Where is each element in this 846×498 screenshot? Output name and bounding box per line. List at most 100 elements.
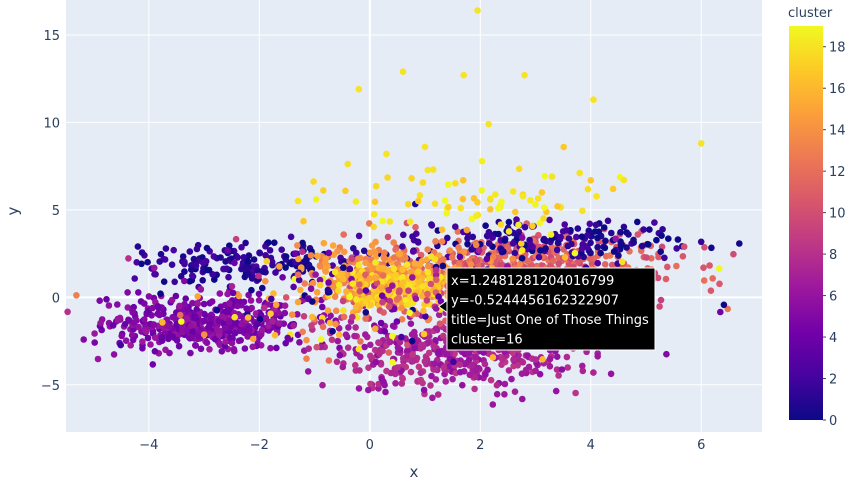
scatter-point[interactable] — [553, 353, 561, 361]
scatter-point[interactable] — [335, 287, 342, 295]
scatter-point[interactable] — [549, 257, 557, 265]
scatter-point[interactable] — [194, 300, 202, 308]
scatter-point[interactable] — [658, 232, 665, 239]
scatter-point[interactable] — [229, 289, 237, 297]
scatter-point[interactable] — [103, 296, 110, 303]
scatter-point[interactable] — [314, 252, 321, 260]
scatter-point[interactable] — [303, 257, 310, 265]
scatter-point[interactable] — [189, 261, 197, 268]
scatter-point[interactable] — [288, 311, 296, 319]
scatter-point[interactable] — [231, 259, 238, 267]
scatter-point[interactable] — [564, 364, 571, 371]
scatter-point[interactable] — [730, 250, 737, 258]
scatter-point[interactable] — [281, 302, 289, 310]
scatter-point[interactable] — [176, 311, 184, 319]
scatter-point[interactable] — [706, 262, 713, 269]
scatter-point[interactable] — [609, 185, 617, 193]
scatter-point[interactable] — [371, 325, 379, 333]
scatter-point[interactable] — [511, 249, 519, 257]
scatter-point[interactable] — [457, 368, 464, 376]
scatter-point[interactable] — [376, 350, 383, 358]
scatter-point[interactable] — [245, 271, 252, 278]
scatter-point[interactable] — [574, 258, 582, 265]
scatter-point[interactable] — [440, 256, 447, 263]
scatter-point[interactable] — [579, 362, 586, 370]
scatter-point[interactable] — [390, 254, 398, 261]
scatter-point[interactable] — [309, 298, 316, 305]
scatter-point[interactable] — [415, 363, 423, 371]
scatter-point[interactable] — [378, 292, 386, 300]
scatter-point[interactable] — [405, 287, 412, 295]
scatter-point[interactable] — [482, 371, 489, 378]
scatter-point[interactable] — [224, 290, 231, 298]
scatter-point[interactable] — [331, 293, 339, 301]
scatter-point[interactable] — [586, 255, 594, 262]
scatter-point[interactable] — [336, 352, 344, 359]
scatter-point[interactable] — [284, 334, 292, 342]
scatter-point[interactable] — [321, 259, 329, 266]
scatter-point[interactable] — [248, 286, 255, 294]
scatter-point[interactable] — [438, 226, 446, 233]
scatter-point[interactable] — [665, 235, 672, 242]
scatter-point[interactable] — [241, 345, 249, 352]
scatter-point[interactable] — [448, 254, 456, 261]
scatter-point[interactable] — [114, 301, 121, 308]
scatter-point[interactable] — [472, 353, 480, 361]
scatter-point[interactable] — [339, 363, 347, 371]
scatter-point[interactable] — [203, 244, 211, 252]
scatter-point[interactable] — [192, 314, 199, 322]
scatter-point[interactable] — [109, 322, 117, 329]
scatter-point[interactable] — [736, 240, 743, 247]
scatter-point[interactable] — [396, 338, 404, 346]
scatter-point[interactable] — [509, 349, 517, 357]
scatter-point[interactable] — [444, 181, 452, 188]
scatter-point[interactable] — [421, 358, 429, 365]
scatter-point[interactable] — [272, 269, 279, 276]
scatter-point[interactable] — [182, 295, 189, 303]
scatter-point[interactable] — [238, 244, 245, 251]
scatter-point[interactable] — [355, 261, 363, 269]
scatter-point[interactable] — [586, 220, 594, 228]
scatter-point[interactable] — [592, 221, 600, 229]
scatter-point[interactable] — [312, 271, 319, 278]
scatter-point[interactable] — [360, 247, 368, 255]
scatter-point[interactable] — [617, 241, 625, 249]
scatter-point[interactable] — [634, 231, 642, 238]
scatter-point[interactable] — [608, 229, 615, 237]
scatter-point[interactable] — [554, 239, 562, 247]
scatter-point[interactable] — [548, 173, 556, 180]
scatter-point[interactable] — [110, 351, 118, 358]
scatter-point[interactable] — [371, 346, 379, 354]
scatter-point[interactable] — [383, 367, 390, 375]
scatter-point[interactable] — [509, 255, 516, 262]
scatter-point[interactable] — [379, 264, 387, 272]
scatter-point[interactable] — [366, 275, 374, 282]
scatter-point[interactable] — [593, 193, 600, 200]
scatter-point[interactable] — [292, 250, 299, 257]
scatter-point[interactable] — [385, 349, 393, 356]
scatter-point[interactable] — [516, 260, 524, 268]
scatter-point[interactable] — [429, 394, 436, 402]
scatter-point[interactable] — [546, 355, 554, 363]
scatter-point[interactable] — [225, 319, 233, 326]
scatter-point[interactable] — [697, 238, 705, 246]
scatter-point[interactable] — [231, 329, 239, 337]
scatter-point[interactable] — [206, 346, 213, 353]
scatter-point[interactable] — [216, 327, 223, 335]
scatter-point[interactable] — [208, 298, 216, 305]
scatter-point[interactable] — [294, 298, 302, 306]
scatter-point[interactable] — [594, 243, 601, 251]
scatter-point[interactable] — [381, 328, 389, 335]
scatter-point[interactable] — [131, 275, 138, 282]
scatter-point[interactable] — [346, 265, 354, 273]
scatter-point[interactable] — [203, 339, 211, 347]
scatter-point[interactable] — [415, 268, 422, 275]
scatter-point[interactable] — [316, 281, 324, 289]
scatter-point[interactable] — [342, 187, 349, 195]
scatter-point[interactable] — [94, 355, 102, 363]
scatter-point[interactable] — [400, 231, 407, 239]
scatter-point[interactable] — [295, 276, 303, 284]
scatter-point[interactable] — [340, 313, 348, 321]
scatter-point[interactable] — [424, 269, 432, 276]
scatter-point[interactable] — [80, 336, 87, 343]
